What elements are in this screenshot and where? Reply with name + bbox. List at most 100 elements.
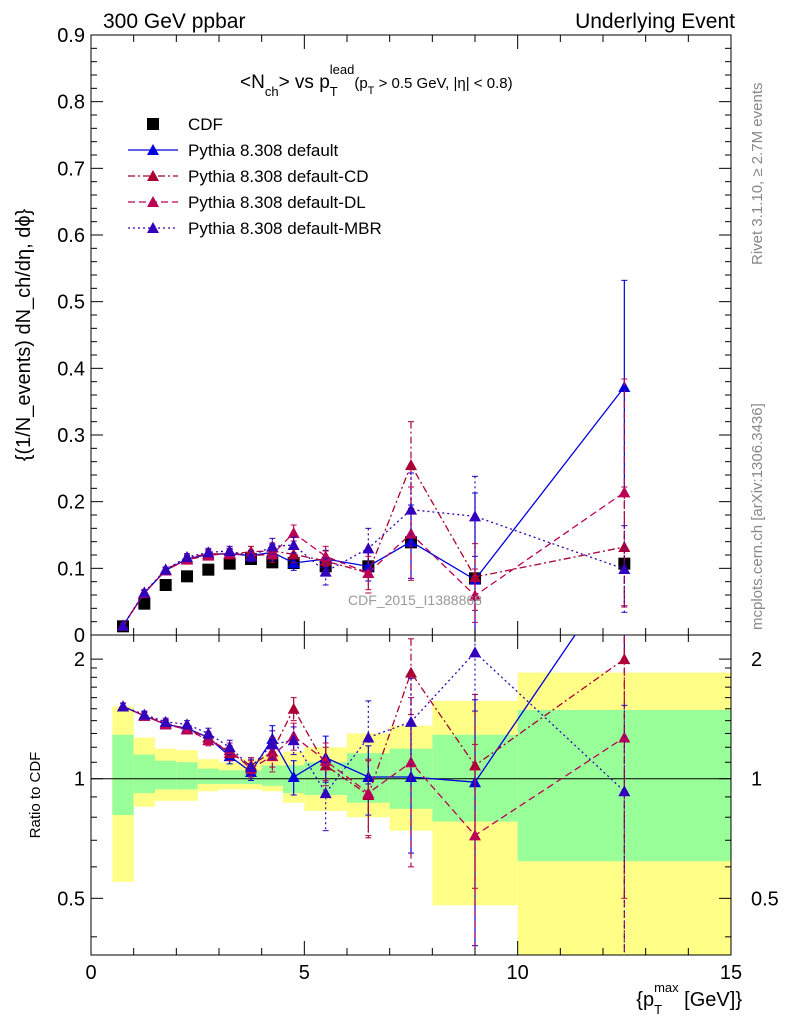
series-point-pythia-8-308-default-dl xyxy=(469,589,481,601)
header-left: 300 GeV ppbar xyxy=(103,10,245,33)
x-tick-label: 5 xyxy=(299,962,310,984)
legend-label: Pythia 8.308 default-MBR xyxy=(188,219,382,238)
series-point-pythia-8-308-default-mbr xyxy=(405,503,417,515)
series-point-pythia-8-308-default-mbr xyxy=(117,619,129,631)
band-stat xyxy=(133,754,155,794)
band-stat xyxy=(176,762,198,790)
series-point-pythia-8-308-default-dl xyxy=(266,750,279,762)
band-stat xyxy=(112,734,134,816)
ratio-y-tick-label: 0.5 xyxy=(57,888,85,910)
series-point-pythia-8-308-default-dl xyxy=(319,754,332,766)
series-point-pythia-8-308-default-mbr xyxy=(138,708,151,720)
band-stat xyxy=(197,768,219,784)
series-point-pythia-8-308-default-mbr xyxy=(266,540,279,552)
ratio-y-axis-label: Ratio to CDF xyxy=(27,752,44,839)
series-point-pythia-8-308-default-mbr xyxy=(362,542,375,554)
legend-marker-cdf xyxy=(147,118,159,130)
series-point-pythia-8-308-default-mbr xyxy=(245,550,257,562)
main-y-axis-label: {(1/N_events) dN_ch/dη, dϕ} xyxy=(13,208,35,461)
ratio-y-tick-label-right: 1 xyxy=(751,769,762,791)
legend-marker xyxy=(147,170,159,181)
series-point-pythia-8-308-default-mbr xyxy=(159,715,172,727)
series-point-pythia-8-308-default-mbr xyxy=(223,741,236,753)
main-y-tick-label: 0.5 xyxy=(57,292,85,314)
axis-ticks: 00.10.20.30.40.50.60.70.80.90.5 0.51 12 20 5… xyxy=(57,25,779,984)
series-point-pythia-8-308-default-dl xyxy=(362,787,375,799)
series-point-pythia-8-308-default-mbr xyxy=(117,700,129,712)
series-point-pythia-8-308-default-mbr xyxy=(202,546,215,558)
series-point-pythia-8-308-default-mbr xyxy=(405,715,417,727)
series-point-pythia-8-308-default-cd xyxy=(405,459,417,470)
ratio-uncertainty-bands xyxy=(112,672,731,955)
cdf-data-point xyxy=(202,563,215,576)
series-point-pythia-8-308-default-dl xyxy=(287,527,300,538)
series-point-pythia-8-308-default-dl xyxy=(469,829,481,841)
legend-label: Pythia 8.308 default-CD xyxy=(188,167,369,186)
ratio-y-tick-label: 2 xyxy=(74,649,85,671)
series-point-pythia-8-308-default-mbr xyxy=(223,545,236,556)
series-line-pythia-8-308-default-dl xyxy=(122,491,625,627)
cdf-data-point xyxy=(223,557,236,570)
series-point-pythia-8-308-default-mbr xyxy=(159,563,172,575)
legend-marker xyxy=(147,196,159,207)
x-tick-label: 15 xyxy=(720,962,742,984)
series-point-pythia-8-308-default-mbr xyxy=(319,787,332,799)
header-right: Underlying Event xyxy=(575,10,735,33)
series-point-pythia-8-308-default-mbr xyxy=(202,727,215,739)
series-point-pythia-8-308-default-mbr xyxy=(181,551,193,562)
main-y-tick-label: 0 xyxy=(74,625,85,647)
x-tick-label: 10 xyxy=(507,962,529,984)
series-point-pythia-8-308-default-cd xyxy=(405,666,417,678)
main-y-tick-label: 0.1 xyxy=(57,558,85,580)
series-point-pythia-8-308-default-dl xyxy=(405,756,417,768)
main-y-tick-label: 0.4 xyxy=(57,358,85,380)
series-point-pythia-8-308-default-mbr xyxy=(618,563,631,574)
legend-label: CDF xyxy=(188,115,223,134)
main-y-tick-label: 0.7 xyxy=(57,158,85,180)
series-point-pythia-8-308-default-mbr xyxy=(469,510,481,522)
band-stat xyxy=(261,765,283,786)
main-y-tick-label: 0.6 xyxy=(57,225,85,247)
cdf-data-point xyxy=(181,570,193,583)
main-y-tick-label: 0.8 xyxy=(57,92,85,114)
series-point-pythia-8-308-default-cd xyxy=(469,571,481,582)
legend-label: Pythia 8.308 default xyxy=(188,141,339,160)
main-y-tick-label: 0.2 xyxy=(57,492,85,514)
ratio-frame xyxy=(90,634,732,956)
cdf-data-point xyxy=(138,597,151,610)
ratio-y-tick-label: 1 xyxy=(74,769,85,791)
watermark: CDF_2015_I1388868 xyxy=(348,592,482,608)
series-point-pythia-8-308-default-mbr xyxy=(266,738,279,750)
main-y-tick-label: 0.3 xyxy=(57,425,85,447)
series-point-pythia-8-308-default-cd xyxy=(287,702,300,714)
rivet-label: Rivet 3.1.10, ≥ 2.7M events xyxy=(749,83,766,266)
legend-marker xyxy=(147,144,159,155)
series-point-pythia-8-308-default-mbr xyxy=(287,734,300,746)
chart-title: <Nch> vs pTlead(pT > 0.5 GeV, |η| < 0.8) xyxy=(240,62,513,99)
x-axis-label: {pTmax [GeV]} xyxy=(636,980,742,1017)
series-point-pythia-8-308-default-mbr xyxy=(138,586,151,598)
series-point-pythia-8-308-default-mbr xyxy=(469,646,481,658)
main-y-tick-label: 0.9 xyxy=(57,25,85,47)
series-point-pythia-8-308-default-mbr xyxy=(618,785,631,797)
data-series xyxy=(117,279,631,955)
legend-label: Pythia 8.308 default-DL xyxy=(188,193,366,212)
ratio-series-group xyxy=(117,635,631,955)
band-stat xyxy=(219,770,241,784)
series-point-pythia-8-308-default-mbr xyxy=(181,718,193,730)
series-point-pythia-8-308-default-mbr xyxy=(319,565,332,577)
ratio-y-tick-label-right: 0.5 xyxy=(751,888,779,910)
mcplots-label: mcplots.cern.ch [arXiv:1306.3436] xyxy=(749,403,766,630)
legend: CDF Pythia 8.308 default Pythia 8.308 defa… xyxy=(128,115,382,238)
x-tick-label: 0 xyxy=(85,962,96,984)
series-point-pythia-8-308-default-dl xyxy=(618,486,631,498)
cdf-data-point xyxy=(159,579,172,591)
series-point-pythia-8-308-default-mbr xyxy=(287,539,300,550)
series-point-pythia-8-308-default-dl xyxy=(202,734,215,746)
legend-marker xyxy=(147,222,159,233)
series-point-pythia-8-308-default-mbr xyxy=(362,731,375,743)
series-line-pythia-8-308-default-cd xyxy=(122,463,625,627)
ratio-y-tick-label-right: 2 xyxy=(751,649,762,671)
series-point-pythia-8-308-default xyxy=(287,770,300,782)
